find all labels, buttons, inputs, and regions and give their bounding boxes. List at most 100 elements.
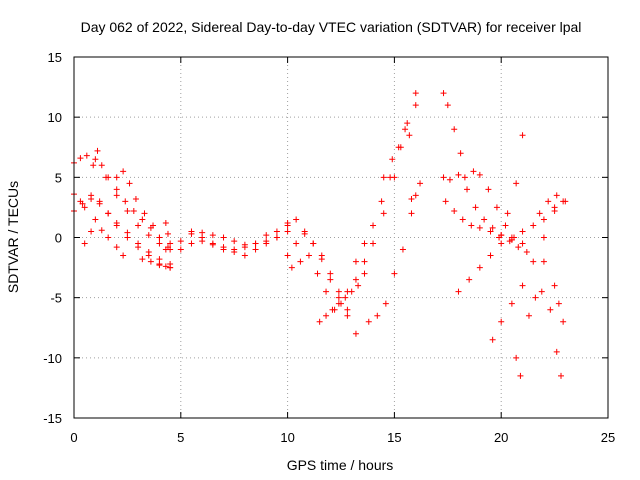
- data-point: [504, 210, 511, 217]
- data-point: [329, 306, 336, 313]
- series-8: [177, 228, 291, 248]
- series-4: [90, 147, 171, 251]
- data-point: [96, 198, 103, 205]
- data-point: [284, 220, 291, 227]
- data-point: [323, 288, 330, 295]
- data-point: [382, 300, 389, 307]
- data-point: [344, 312, 351, 319]
- data-point: [513, 354, 520, 361]
- data-point: [352, 330, 359, 337]
- y-tick-label: 10: [48, 110, 62, 125]
- data-point: [352, 258, 359, 265]
- data-point: [513, 180, 520, 187]
- data-point: [284, 228, 291, 235]
- data-point: [361, 270, 368, 277]
- data-point: [314, 270, 321, 277]
- data-point: [139, 256, 146, 263]
- data-point: [98, 227, 105, 234]
- data-point: [105, 174, 112, 181]
- x-tick-label: 25: [601, 430, 615, 445]
- data-point: [310, 240, 317, 247]
- data-point: [344, 288, 351, 295]
- series-27: [513, 354, 524, 379]
- data-point: [560, 318, 567, 325]
- data-point: [301, 230, 308, 237]
- data-point: [318, 252, 325, 259]
- data-point: [167, 240, 174, 247]
- data-point: [88, 228, 95, 235]
- data-point: [472, 204, 479, 211]
- data-point: [461, 174, 468, 181]
- data-point: [476, 224, 483, 231]
- data-point: [220, 244, 227, 251]
- data-point: [551, 204, 558, 211]
- x-tick-label: 5: [177, 430, 184, 445]
- data-point: [408, 195, 415, 202]
- data-point: [476, 264, 483, 271]
- data-point: [139, 216, 146, 223]
- data-point: [126, 180, 133, 187]
- data-point: [90, 162, 97, 169]
- data-point: [327, 270, 334, 277]
- data-point: [263, 240, 270, 247]
- data-point: [177, 246, 184, 253]
- series-28: [525, 288, 545, 319]
- series-5: [113, 168, 169, 253]
- data-point: [391, 270, 398, 277]
- data-point: [553, 348, 560, 355]
- series-7: [162, 220, 174, 247]
- y-tick-label: 5: [55, 170, 62, 185]
- series-30: [536, 192, 567, 217]
- data-point: [374, 312, 381, 319]
- data-point: [399, 246, 406, 253]
- y-tick-label: 0: [55, 231, 62, 246]
- data-point: [156, 240, 163, 247]
- data-point: [199, 234, 206, 241]
- data-point: [305, 252, 312, 259]
- data-point: [487, 228, 494, 235]
- y-tick-label: -15: [43, 411, 62, 426]
- data-point: [92, 156, 99, 163]
- x-axis-label: GPS time / hours: [287, 457, 394, 473]
- data-point: [451, 208, 458, 215]
- data-point: [209, 232, 216, 239]
- data-point: [145, 252, 152, 259]
- data-point: [361, 258, 368, 265]
- series-3: [81, 216, 127, 259]
- data-point: [156, 262, 163, 269]
- data-point: [252, 246, 259, 253]
- data-point: [406, 132, 413, 139]
- data-points: [71, 90, 569, 379]
- series-11: [284, 216, 359, 337]
- series-14: [316, 270, 368, 325]
- data-point: [560, 198, 567, 205]
- data-point: [156, 234, 163, 241]
- data-point: [77, 155, 84, 162]
- data-point: [455, 171, 462, 178]
- data-point: [412, 90, 419, 97]
- data-point: [327, 276, 334, 283]
- data-point: [540, 216, 547, 223]
- data-point: [352, 276, 359, 283]
- series-26: [489, 204, 558, 343]
- data-point: [316, 318, 323, 325]
- data-point: [241, 244, 248, 251]
- data-point: [273, 228, 280, 235]
- data-point: [440, 174, 447, 181]
- chart-title: Day 062 of 2022, Sidereal Day-to-day VTE…: [81, 19, 582, 35]
- series-13: [288, 252, 338, 313]
- data-point: [141, 210, 148, 217]
- data-point: [508, 300, 515, 307]
- data-point: [344, 306, 351, 313]
- data-point: [335, 294, 342, 301]
- data-point: [162, 263, 169, 270]
- series-20: [440, 90, 464, 157]
- data-point: [81, 204, 88, 211]
- data-point: [167, 264, 174, 271]
- data-point: [530, 222, 537, 229]
- data-point: [370, 222, 377, 229]
- data-point: [130, 208, 137, 215]
- data-point: [444, 102, 451, 109]
- data-point: [498, 240, 505, 247]
- data-point: [553, 192, 560, 199]
